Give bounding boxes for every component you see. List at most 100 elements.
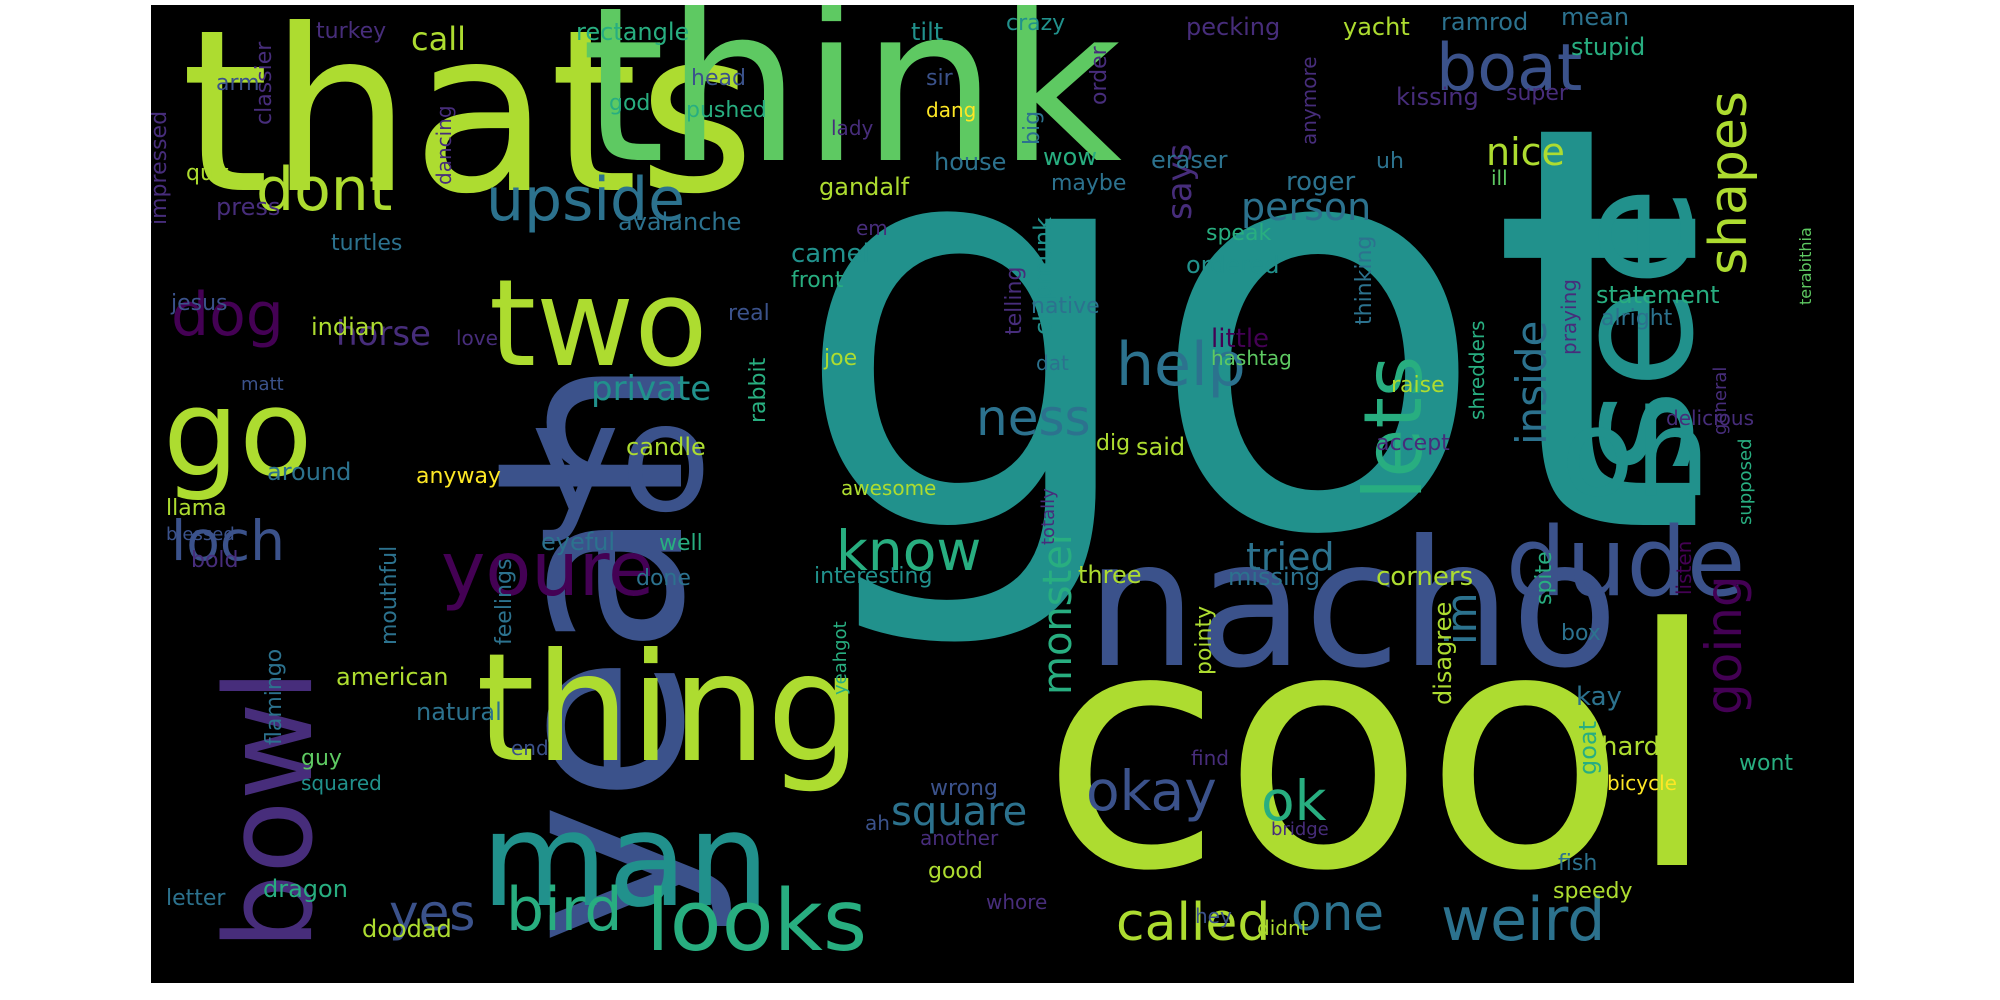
word-shredders: shredders — [1465, 320, 1489, 420]
word-big: big — [1020, 111, 1045, 145]
word-dang: dang — [926, 98, 976, 122]
word-rectangle: rectangle — [576, 18, 689, 46]
word-inside: inside — [1507, 321, 1556, 445]
word-know: know — [836, 519, 981, 583]
word-call: call — [411, 20, 466, 58]
word-jesus: jesus — [170, 291, 228, 316]
word-candle: candle — [626, 433, 706, 461]
word-dont: dont — [256, 155, 392, 225]
word-cool: cool — [1041, 559, 1718, 943]
word-statement: statement — [1596, 281, 1720, 309]
word-american: american — [336, 663, 449, 691]
word-tried: tried — [1246, 535, 1335, 579]
word-maybe: maybe — [1051, 171, 1126, 196]
word-im: im — [1437, 592, 1486, 645]
word-arm: arm — [216, 71, 260, 96]
word-bridge: bridge — [1271, 819, 1329, 840]
word-going: going — [1695, 575, 1753, 715]
word-corners: corners — [1376, 562, 1473, 592]
word-go: go — [163, 365, 313, 504]
word-dude: dude — [1506, 508, 1745, 618]
word-dig: dig — [1096, 431, 1130, 456]
word-love: love — [456, 326, 498, 350]
word-person: person — [1241, 185, 1371, 229]
word-blessed: blessed — [166, 524, 235, 545]
word-awesome: awesome — [841, 476, 936, 500]
word-well: well — [659, 531, 703, 556]
word-boat: boat — [1436, 31, 1582, 106]
word-ah: ah — [865, 811, 890, 835]
word-listen: listen — [1672, 541, 1696, 595]
word-yo: yo — [531, 372, 712, 546]
word-ramrod: ramrod — [1441, 8, 1528, 36]
word-stupid: stupid — [1571, 33, 1645, 61]
word-weird: weird — [1441, 885, 1605, 955]
word-speak: speak — [1206, 221, 1271, 246]
word-monster: monster — [1035, 528, 1081, 695]
word-private: private — [591, 369, 711, 409]
word-disagree: disagree — [1429, 602, 1457, 705]
word-dancing: dancing — [432, 105, 456, 185]
word-rabbit: rabbit — [746, 357, 771, 423]
word-alright: alright — [1601, 306, 1673, 331]
word-horse: horse — [336, 314, 431, 354]
word-praying: praying — [1557, 279, 1581, 355]
word-dragon: dragon — [263, 875, 348, 903]
word-called: called — [1116, 893, 1270, 953]
word-roger: roger — [1286, 167, 1356, 197]
word-supposed: supposed — [1735, 438, 1756, 525]
word-loch: loch — [171, 509, 285, 573]
word-guy: guy — [301, 746, 342, 771]
word-three: three — [1078, 561, 1142, 589]
word-thing: thing — [476, 622, 862, 796]
word-sir: sir — [926, 66, 954, 91]
word-kay: kay — [1576, 682, 1622, 712]
word-ness: ness — [976, 389, 1091, 447]
word-fish: fish — [1558, 851, 1597, 876]
word-one: one — [1291, 884, 1384, 942]
word-head: head — [691, 66, 746, 91]
word-box: box — [1561, 621, 1601, 646]
word-end: end — [511, 736, 549, 760]
word-find: find — [1191, 746, 1229, 770]
word-says: says — [1160, 144, 1200, 220]
word-camel: camel — [791, 239, 870, 269]
word-bicycle: bicycle — [1607, 771, 1677, 795]
word-crazy: crazy — [1006, 11, 1065, 36]
word-tilt: tilt — [911, 18, 943, 46]
word-accept: accept — [1376, 431, 1450, 456]
word-mouthful: mouthful — [377, 546, 402, 645]
word-god: god — [609, 91, 650, 116]
word-man: man — [481, 784, 770, 936]
word-quit: quit — [186, 161, 229, 186]
word-yeah: yeah — [458, 356, 738, 945]
word-raise: raise — [1391, 373, 1445, 398]
word-ill: ill — [1491, 166, 1508, 190]
word-pushed: pushed — [686, 98, 767, 123]
word-eraser: eraser — [1151, 146, 1228, 174]
word-nice: nice — [1486, 130, 1565, 174]
word-bird: bird — [506, 875, 622, 945]
word-avalanche: avalanche — [618, 208, 741, 236]
word-order: order — [1087, 45, 1112, 105]
word-delicious: delicious — [1666, 406, 1754, 430]
word-press: press — [216, 193, 280, 221]
word-bold: bold — [191, 548, 239, 573]
word-oh: oh — [1561, 385, 1710, 524]
word-youre: youre — [441, 525, 654, 613]
word-interesting: interesting — [814, 564, 932, 589]
word-flamingo: flamingo — [262, 649, 287, 745]
word-around: around — [267, 458, 351, 486]
word-thats: thats — [181, 5, 755, 244]
word-mean: mean — [1561, 5, 1629, 31]
word-goat: goat — [1574, 721, 1602, 775]
word-looks: looks — [646, 872, 867, 971]
word-turkey: turkey — [316, 19, 386, 44]
word-okay: okay — [1086, 759, 1217, 823]
word-telling: telling — [1002, 267, 1027, 335]
word-upside: upside — [486, 165, 685, 235]
word-pecking: pecking — [1186, 13, 1280, 41]
word-terabithia: terabithia — [1796, 227, 1815, 305]
word-llama: llama — [166, 496, 227, 521]
